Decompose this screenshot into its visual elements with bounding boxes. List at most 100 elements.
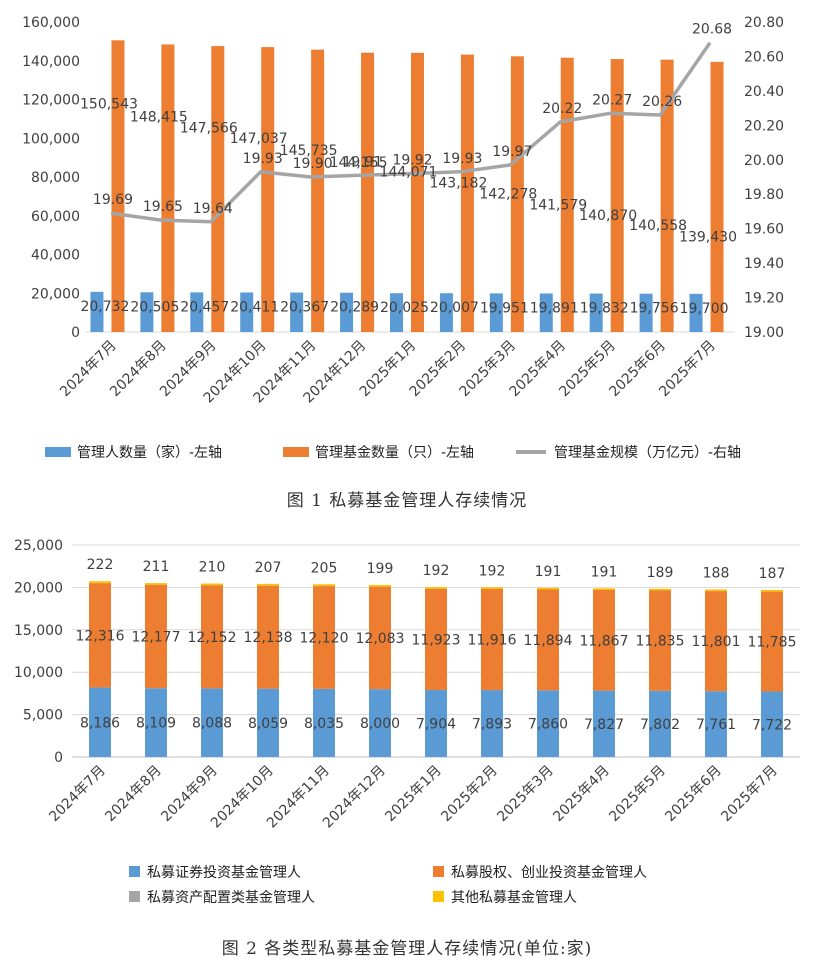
x-tick-label: 2025年7月	[718, 763, 781, 826]
legend-label-asset-allocation: 私募资产配置类基金管理人	[147, 889, 315, 906]
bar-managers	[90, 291, 104, 332]
bar-other	[369, 584, 391, 587]
bar-managers	[639, 293, 653, 332]
x-tick-label: 2024年8月	[102, 763, 165, 826]
data-label-equity-vc: 11,923	[412, 632, 461, 648]
bar-managers	[140, 292, 154, 332]
data-label-scale: 19.93	[442, 151, 482, 167]
bar-other	[593, 588, 615, 590]
data-label-funds: 150,543	[80, 96, 138, 112]
data-label-scale: 19.93	[243, 151, 283, 167]
y-left-tick-label: 0	[71, 325, 80, 341]
data-label-equity-vc: 11,894	[524, 633, 573, 649]
data-label-equity-vc: 11,916	[468, 633, 517, 649]
bar-equity-vc	[201, 585, 223, 689]
data-label-scale: 19.65	[143, 199, 183, 215]
data-label-scale: 19.64	[193, 201, 233, 217]
bar-securities	[761, 691, 783, 757]
y-right-tick-label: 20.80	[744, 15, 784, 31]
data-label-managers: 20,505	[130, 299, 179, 315]
legend-swatch-funds	[283, 447, 309, 457]
x-tick-label: 2025年6月	[662, 763, 725, 826]
y-right-tick-label: 19.40	[744, 256, 784, 272]
data-label-securities: 7,761	[696, 717, 736, 733]
bar-managers	[240, 292, 254, 332]
bar-funds	[261, 47, 275, 332]
bar-equity-vc	[593, 589, 615, 691]
bar-funds	[610, 59, 624, 333]
data-label-other: 205	[311, 560, 338, 576]
bar-securities	[145, 688, 167, 757]
bar-securities	[481, 690, 503, 757]
y-right-tick-label: 19.00	[744, 325, 784, 341]
chart-2-legend: 私募证券投资基金管理人 私募股权、创业投资基金管理人 私募资产配置类基金管理人 …	[129, 864, 647, 906]
data-label-securities: 8,059	[248, 716, 288, 732]
data-label-other: 191	[591, 564, 618, 580]
y-tick-label: 20,000	[14, 580, 63, 596]
data-label-managers: 19,891	[530, 300, 579, 316]
legend-swatch-other	[433, 891, 444, 902]
y-right-tick-label: 19.80	[744, 187, 784, 203]
y-tick-label: 0	[54, 750, 63, 766]
bar-other	[313, 584, 335, 587]
y-left-tick-label: 120,000	[22, 93, 80, 109]
data-label-managers: 19,832	[580, 301, 629, 317]
legend-label-managers: 管理人数量（家）-左轴	[77, 444, 222, 461]
data-label-other: 191	[535, 564, 562, 580]
data-label-securities: 8,088	[192, 716, 232, 732]
x-tick-label: 2025年4月	[550, 763, 613, 826]
bar-managers	[589, 293, 603, 332]
data-label-funds: 142,278	[479, 187, 537, 203]
data-label-scale: 20.22	[542, 101, 582, 117]
data-label-equity-vc: 12,177	[132, 630, 181, 646]
bar-funds	[311, 49, 325, 333]
data-label-equity-vc: 11,801	[692, 634, 741, 650]
data-label-funds: 145,735	[280, 143, 338, 159]
data-label-managers: 20,367	[280, 300, 329, 316]
bar-managers	[340, 292, 354, 332]
data-label-other: 192	[479, 563, 506, 579]
bar-equity-vc	[537, 589, 559, 691]
x-tick-label: 2024年7月	[46, 763, 109, 826]
bar-funds	[161, 44, 175, 333]
data-label-scale: 19.90	[293, 156, 333, 172]
data-label-managers: 20,732	[80, 299, 129, 315]
legend-label-funds: 管理基金数量（只）-左轴	[315, 444, 474, 461]
bar-equity-vc	[761, 591, 783, 692]
data-label-funds: 148,415	[130, 110, 188, 126]
data-label-securities: 8,186	[80, 715, 120, 731]
data-label-scale: 19.91	[343, 154, 383, 170]
data-label-other: 189	[647, 565, 674, 581]
chart-2-caption: 图 2 各类型私募基金管理人存续情况(单位:家)	[222, 939, 593, 959]
y-left-tick-label: 140,000	[22, 54, 80, 70]
data-label-equity-vc: 12,316	[76, 628, 125, 644]
bar-securities	[425, 689, 447, 757]
bar-managers	[190, 292, 204, 332]
chart-1-marks: 20,732 20,505 20,457 20,411 20,367 20,289 20,0…	[80, 22, 737, 333]
x-tick-label: 2025年1月	[382, 763, 445, 826]
chart-1: 20,732 20,505 20,457 20,411 20,367 20,289 20,0…	[22, 15, 784, 511]
bar-funds	[411, 52, 424, 333]
chart-1-legend: 管理人数量（家）-左轴 管理基金数量（只）-左轴 管理基金规模（万亿元）-右轴	[45, 444, 741, 461]
x-tick-label: 2025年3月	[494, 763, 557, 826]
bar-managers	[539, 293, 553, 332]
data-label-managers: 20,289	[330, 300, 379, 316]
bar-equity-vc	[313, 586, 335, 689]
bar-managers	[489, 293, 503, 332]
data-label-equity-vc: 12,120	[300, 630, 349, 646]
data-label-other: 199	[367, 561, 394, 577]
data-label-scale: 20.26	[642, 94, 682, 110]
bar-other	[537, 587, 559, 590]
bar-equity-vc	[649, 590, 671, 691]
x-tick-label: 2025年5月	[606, 763, 669, 826]
chart-2: 8,186 8,109 8,088 8,059 8,035 8,000 7,904 7,893…	[14, 538, 800, 959]
data-label-other: 187	[759, 566, 786, 582]
data-label-securities: 8,109	[136, 716, 176, 732]
data-label-funds: 144,071	[380, 165, 438, 181]
bar-securities	[593, 690, 615, 757]
data-label-other: 211	[143, 559, 170, 575]
bar-other	[89, 581, 111, 584]
bar-other	[761, 589, 783, 592]
legend-swatch-managers	[45, 447, 71, 457]
legend-swatch-equity-vc	[433, 866, 444, 877]
